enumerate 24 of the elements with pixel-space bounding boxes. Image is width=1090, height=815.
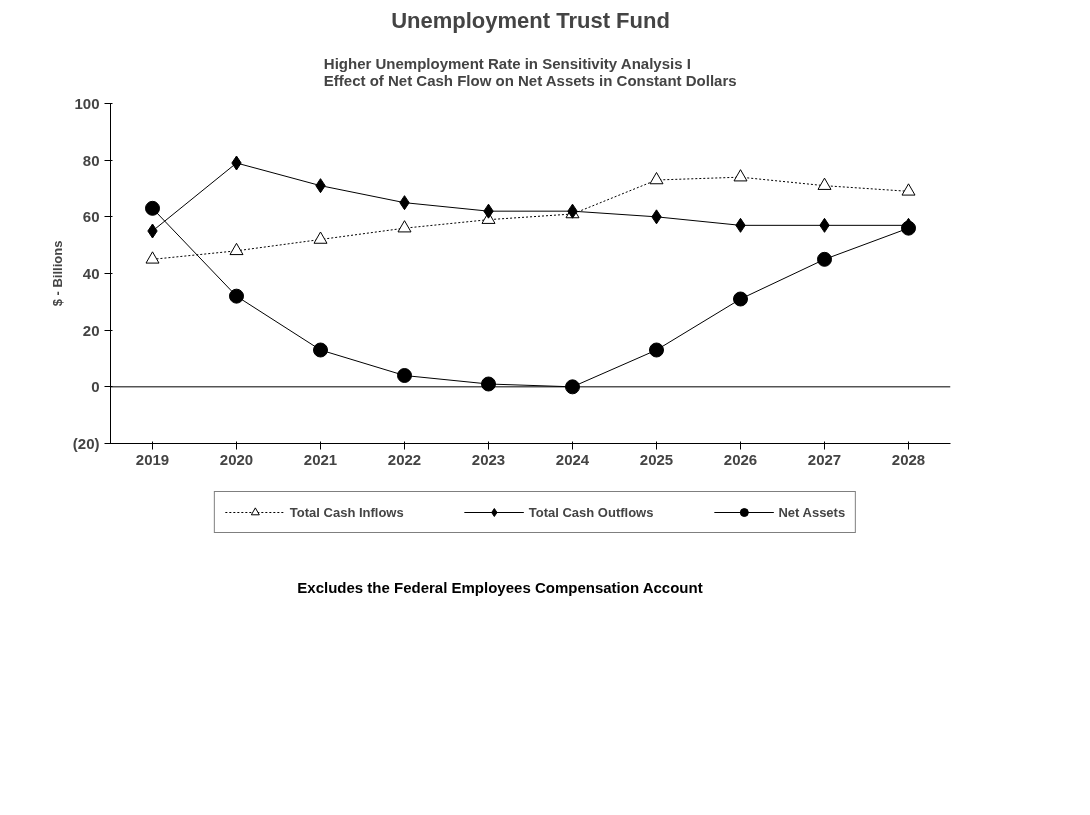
x-tick-label: 2021: [303, 450, 338, 468]
x-tick-label: 2020: [219, 450, 254, 468]
legend-label: Total Cash Outflows: [528, 504, 654, 520]
y-tick-label: 20: [82, 321, 100, 339]
y-tick-label: 40: [82, 265, 100, 282]
y-axis-title: $ - Billions: [49, 240, 65, 307]
x-tick-label: 2028: [891, 450, 926, 468]
x-tick-label: 2025: [639, 450, 674, 468]
x-tick-label: 2027: [807, 450, 842, 468]
x-tick-label: 2026: [723, 450, 758, 468]
text: Excludes the Federal Employees Compensation Account: [297, 578, 703, 598]
x-tick-label: 2022: [387, 450, 422, 468]
x-tick-label: 2024: [555, 450, 590, 468]
chart-title: Unemployment Trust Fund: [391, 7, 670, 33]
y-tick-label: 100: [74, 95, 100, 112]
y-tick-label: 60: [82, 208, 100, 226]
y-tick-label: 80: [82, 151, 100, 169]
y-tick-label: 0: [91, 378, 100, 396]
y-tick-label: (20): [72, 435, 100, 452]
legend-label: Net Assets: [778, 504, 846, 520]
chart-subtitle: Higher Unemployment Rate in Sensitivity Analysis I Effect of Net Cash Flow on Net Assets in Constant Dollars: [323, 54, 737, 89]
legend-label: Total Cash Inflows: [289, 504, 404, 520]
x-tick-label: 2019: [135, 450, 170, 468]
x-tick-label: 2023: [471, 450, 506, 468]
